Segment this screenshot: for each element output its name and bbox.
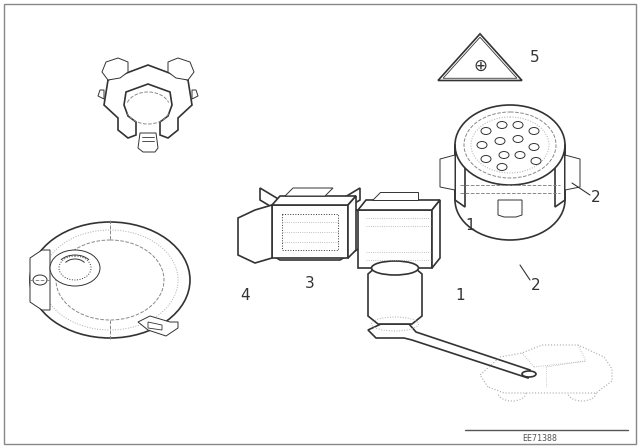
Text: 5: 5: [530, 49, 540, 65]
Ellipse shape: [481, 128, 491, 134]
Polygon shape: [168, 58, 194, 80]
Ellipse shape: [495, 138, 505, 145]
Polygon shape: [272, 196, 356, 205]
Polygon shape: [440, 155, 455, 190]
Polygon shape: [238, 205, 272, 263]
Ellipse shape: [499, 151, 509, 159]
Ellipse shape: [30, 222, 190, 338]
Ellipse shape: [477, 142, 487, 148]
Polygon shape: [498, 200, 522, 217]
Polygon shape: [372, 192, 418, 200]
Polygon shape: [443, 37, 517, 78]
Ellipse shape: [497, 164, 507, 171]
Text: EE71388: EE71388: [522, 434, 557, 443]
Text: 2: 2: [591, 190, 601, 204]
Polygon shape: [104, 65, 192, 138]
Ellipse shape: [513, 121, 523, 129]
Polygon shape: [358, 210, 432, 268]
Ellipse shape: [33, 275, 47, 285]
Ellipse shape: [529, 128, 539, 134]
Polygon shape: [260, 188, 360, 212]
Ellipse shape: [481, 155, 491, 163]
Polygon shape: [348, 196, 356, 258]
Polygon shape: [565, 155, 580, 190]
Text: ⊕: ⊕: [473, 57, 487, 75]
Polygon shape: [368, 324, 530, 378]
Polygon shape: [455, 145, 465, 207]
Ellipse shape: [513, 135, 523, 142]
Text: 3: 3: [305, 276, 315, 290]
Polygon shape: [30, 250, 50, 310]
Polygon shape: [260, 200, 360, 260]
Ellipse shape: [371, 261, 419, 275]
Polygon shape: [272, 205, 348, 258]
Polygon shape: [192, 90, 198, 99]
Polygon shape: [138, 133, 158, 152]
Text: 4: 4: [240, 288, 250, 302]
Polygon shape: [98, 90, 104, 99]
Ellipse shape: [529, 143, 539, 151]
Ellipse shape: [522, 371, 536, 377]
Polygon shape: [368, 268, 422, 324]
Ellipse shape: [50, 250, 100, 286]
Ellipse shape: [531, 158, 541, 164]
Ellipse shape: [455, 105, 565, 185]
Polygon shape: [555, 145, 565, 207]
Polygon shape: [438, 34, 522, 81]
Ellipse shape: [497, 121, 507, 129]
Polygon shape: [102, 58, 128, 80]
Ellipse shape: [515, 151, 525, 159]
Polygon shape: [138, 316, 178, 336]
Ellipse shape: [59, 256, 91, 280]
Polygon shape: [432, 200, 440, 268]
Polygon shape: [285, 188, 333, 196]
Text: 1: 1: [465, 217, 475, 233]
Text: 1: 1: [455, 288, 465, 302]
Text: 2: 2: [531, 277, 541, 293]
Polygon shape: [148, 322, 162, 330]
Polygon shape: [358, 200, 440, 210]
